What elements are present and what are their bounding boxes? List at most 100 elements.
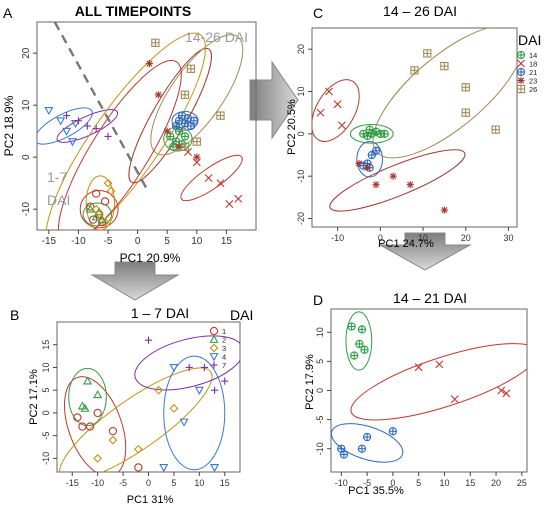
legend-marker-18 (517, 59, 525, 68)
legend-marker-7 (210, 361, 218, 369)
data-point-21 (357, 444, 367, 453)
data-point-3 (133, 444, 143, 454)
data-point-14 (355, 339, 364, 349)
x-tick-label: 5 (416, 478, 421, 488)
data-point-23 (154, 91, 162, 99)
x-tick-label: -5 (119, 478, 127, 488)
data-point-7 (104, 132, 112, 140)
data-point-3 (103, 178, 113, 188)
panel-label: A (3, 5, 13, 21)
plot-contents (37, 22, 244, 230)
data-point-18 (183, 148, 192, 156)
divider-line (53, 22, 148, 189)
data-point-23 (163, 127, 171, 135)
data-point-26 (461, 108, 470, 117)
data-point-26 (423, 49, 432, 58)
data-point-7 (74, 117, 83, 125)
group-ellipse (349, 124, 394, 144)
x-tick-label: -10 (91, 478, 104, 488)
legend-marker-3 (209, 343, 219, 353)
data-point-7 (144, 336, 153, 344)
data-point-4 (179, 418, 189, 427)
data-point-3 (93, 453, 103, 463)
panel-c: C 14 – 26 DAI -10 0 10 20 30 -20 -10 0 10 20 PC1… (286, 3, 541, 250)
data-point-1 (93, 408, 102, 418)
panel-label: C (313, 5, 323, 21)
data-point-3 (100, 217, 110, 227)
data-point-1 (78, 422, 87, 431)
data-point-3 (108, 435, 118, 445)
y-tick-label: -5 (315, 416, 325, 424)
data-point-7 (62, 112, 71, 120)
legend-marker-4 (209, 353, 219, 362)
plot-area (36, 21, 257, 231)
group-ellipse (345, 311, 373, 371)
data-point-18 (414, 363, 423, 372)
x-axis-label: PC1 24.7% (378, 238, 434, 250)
arrow-a-to-b (90, 261, 180, 301)
data-point-23 (355, 159, 363, 168)
data-point-4 (56, 117, 66, 126)
legend-label: 1 (222, 327, 226, 336)
legend-label: 7 (222, 361, 226, 370)
data-point-14 (166, 132, 175, 141)
data-point-23 (389, 172, 397, 180)
panel-title: ALL TIMEPOINTS (75, 3, 191, 19)
legend-label: 18 (529, 60, 537, 69)
data-point-23 (406, 181, 414, 189)
group-ellipse (134, 335, 240, 391)
data-point-18 (450, 395, 459, 404)
data-point-1 (100, 197, 110, 206)
y-tick-label: 0 (315, 388, 325, 393)
x-tick-label: 0 (135, 236, 141, 247)
group-ellipse (356, 140, 383, 178)
data-point-23 (440, 206, 448, 214)
x-tick-label: 0 (146, 478, 151, 488)
y-tick-label: -10 (296, 170, 306, 183)
data-point-23 (363, 164, 372, 172)
legend-marker-14 (516, 50, 526, 60)
legend-marker-1 (209, 326, 219, 336)
panel-b: B 1 – 7 DAI -15 -10 -5 0 5 10 15 -10 -5 0 5 10 15 P… (10, 305, 253, 506)
legend-label: 26 (529, 85, 537, 94)
data-point-2 (93, 389, 103, 399)
data-point-21 (189, 116, 199, 125)
plot-area (311, 27, 518, 228)
data-point-3 (154, 385, 164, 395)
group-ellipse (58, 367, 213, 472)
data-point-26 (440, 61, 449, 71)
data-point-18 (316, 108, 325, 117)
data-point-7 (200, 363, 209, 372)
group-ellipse (329, 149, 466, 212)
group-ellipse (180, 154, 243, 202)
data-point-14 (360, 345, 369, 354)
data-point-26 (180, 142, 190, 151)
data-point-4 (62, 127, 72, 136)
data-point-18 (333, 100, 342, 109)
x-tick-label: 5 (171, 478, 176, 488)
plot-contents (312, 28, 517, 214)
data-point-2 (77, 401, 87, 410)
data-point-4 (169, 364, 179, 373)
x-tick-label: 10 (418, 233, 428, 243)
data-point-18 (204, 174, 213, 182)
panel-a: A ALL TIMEPOINTS 14-26 DAI 1-7 DAI -15 -1… (2, 3, 257, 265)
panel-d: D 14 – 21 DAI -10 -5 0 5 10 15 20 25 -10-50510 … (304, 290, 528, 497)
plot-area (330, 308, 528, 473)
group-ellipse (68, 367, 107, 427)
legend-marker-26 (516, 84, 526, 94)
data-point-7 (185, 363, 193, 372)
x-tick-label: -5 (363, 478, 371, 488)
annotation-14-26: 14-26 DAI (185, 29, 248, 45)
data-point-2 (82, 376, 93, 385)
data-point-1 (85, 422, 95, 431)
plot-area (56, 321, 241, 473)
y-tick-label: 20 (21, 47, 32, 59)
y-tick-label: -10 (21, 202, 32, 217)
x-tick-label: -15 (66, 478, 79, 488)
data-point-14 (365, 125, 374, 134)
y-tick-label: -20 (296, 212, 306, 225)
x-tick-label: 0 (390, 478, 395, 488)
group-ellipse (56, 109, 119, 143)
data-point-14 (359, 129, 368, 139)
